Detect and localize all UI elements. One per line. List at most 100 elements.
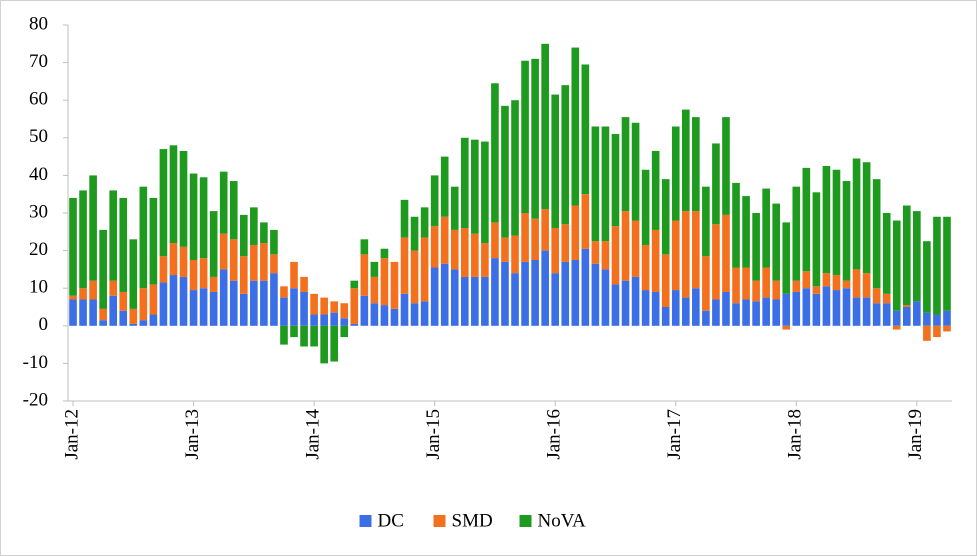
legend-label: DC bbox=[378, 510, 404, 531]
bar-segment bbox=[199, 177, 208, 259]
bar-segment bbox=[370, 276, 379, 304]
y-tick-label: 70 bbox=[29, 51, 48, 72]
bar-segment bbox=[933, 216, 941, 315]
bar-segment bbox=[481, 243, 489, 277]
bar-segment bbox=[350, 323, 359, 326]
legend-swatch bbox=[359, 515, 372, 527]
bar-segment bbox=[79, 288, 87, 300]
bar-segment bbox=[943, 325, 951, 332]
bar-segment bbox=[270, 229, 278, 255]
bar-segment bbox=[822, 273, 831, 287]
bar-segment bbox=[631, 276, 640, 326]
bar-segment bbox=[129, 239, 138, 309]
bar-segment bbox=[239, 214, 248, 257]
bar-segment bbox=[99, 320, 107, 326]
bar-segment bbox=[832, 169, 841, 276]
bar-segment bbox=[702, 256, 710, 311]
bar-segment bbox=[732, 267, 740, 304]
bar-segment bbox=[69, 197, 77, 296]
bar-segment bbox=[551, 94, 560, 229]
bar-segment bbox=[169, 275, 178, 326]
bar-segment bbox=[410, 303, 419, 326]
bar-segment bbox=[360, 254, 369, 296]
bar-segment bbox=[471, 233, 479, 277]
bar-segment bbox=[812, 192, 821, 287]
bar-segment bbox=[229, 181, 238, 240]
bar-segment bbox=[169, 145, 178, 244]
bar-segment bbox=[119, 291, 128, 311]
bar-segment bbox=[752, 301, 760, 326]
bar-segment bbox=[702, 186, 710, 257]
bar-segment bbox=[882, 213, 891, 294]
bar-segment bbox=[280, 297, 288, 326]
bar-segment bbox=[290, 261, 298, 289]
bar-segment bbox=[842, 288, 851, 326]
bar-segment bbox=[692, 211, 700, 289]
bar-segment bbox=[219, 171, 228, 234]
bar-segment bbox=[601, 241, 610, 270]
bar-segment bbox=[511, 100, 519, 236]
legend-label: NoVA bbox=[538, 510, 586, 531]
bar-segment bbox=[722, 214, 730, 292]
bar-segment bbox=[209, 291, 218, 326]
bar-segment bbox=[169, 243, 178, 276]
bar-segment bbox=[742, 299, 750, 326]
bar-segment bbox=[300, 325, 308, 347]
y-tick-label: -10 bbox=[23, 352, 48, 373]
bar-segment bbox=[420, 237, 429, 302]
bar-segment bbox=[681, 297, 690, 326]
bar-segment bbox=[892, 310, 901, 326]
bar-segment bbox=[872, 303, 881, 326]
x-tick-label: Jan-18 bbox=[785, 409, 806, 460]
bar-segment bbox=[802, 288, 811, 326]
bar-segment bbox=[671, 126, 680, 221]
bar-segment bbox=[892, 220, 901, 311]
bar-segment bbox=[571, 205, 580, 260]
bar-segment bbox=[531, 260, 539, 326]
bar-segment bbox=[209, 276, 218, 292]
bar-segment bbox=[89, 175, 97, 281]
bar-segment bbox=[822, 286, 831, 326]
bar-segment bbox=[591, 126, 600, 242]
bar-segment bbox=[722, 117, 730, 215]
legend-label: SMD bbox=[452, 510, 493, 531]
bar-segment bbox=[300, 291, 308, 326]
bar-segment bbox=[440, 156, 449, 217]
bar-segment bbox=[159, 256, 168, 283]
bar-segment bbox=[621, 117, 630, 212]
bar-segment bbox=[762, 297, 770, 326]
bar-segment bbox=[722, 291, 730, 326]
bar-segment bbox=[320, 314, 328, 326]
bar-segment bbox=[420, 207, 429, 238]
bar-segment bbox=[521, 213, 529, 262]
bar-segment bbox=[290, 288, 298, 326]
bar-segment bbox=[852, 297, 861, 326]
bar-segment bbox=[330, 325, 339, 362]
bar-segment bbox=[239, 256, 248, 294]
bar-segment bbox=[179, 150, 188, 247]
bar-segment bbox=[862, 162, 871, 274]
bar-segment bbox=[460, 228, 469, 277]
bar-segment bbox=[661, 307, 670, 326]
bar-segment bbox=[481, 276, 489, 326]
bar-segment bbox=[742, 196, 750, 268]
bar-segment bbox=[460, 137, 469, 229]
y-tick-label: -20 bbox=[23, 389, 48, 410]
bar-segment bbox=[923, 241, 931, 313]
bar-segment bbox=[340, 303, 349, 319]
bar-segment bbox=[330, 301, 339, 313]
bar-segment bbox=[702, 310, 710, 326]
bar-segment bbox=[239, 293, 248, 326]
bar-segment bbox=[782, 222, 791, 294]
bar-segment bbox=[219, 233, 228, 270]
bar-segment bbox=[119, 310, 128, 326]
bar-segment bbox=[280, 325, 288, 345]
bar-segment bbox=[189, 290, 198, 326]
bar-segment bbox=[501, 261, 509, 326]
bar-segment bbox=[511, 273, 519, 326]
bar-segment bbox=[591, 263, 600, 326]
bar-segment bbox=[671, 290, 680, 326]
bar-segment bbox=[209, 211, 218, 277]
bar-segment bbox=[89, 299, 97, 326]
bar-segment bbox=[832, 275, 841, 291]
